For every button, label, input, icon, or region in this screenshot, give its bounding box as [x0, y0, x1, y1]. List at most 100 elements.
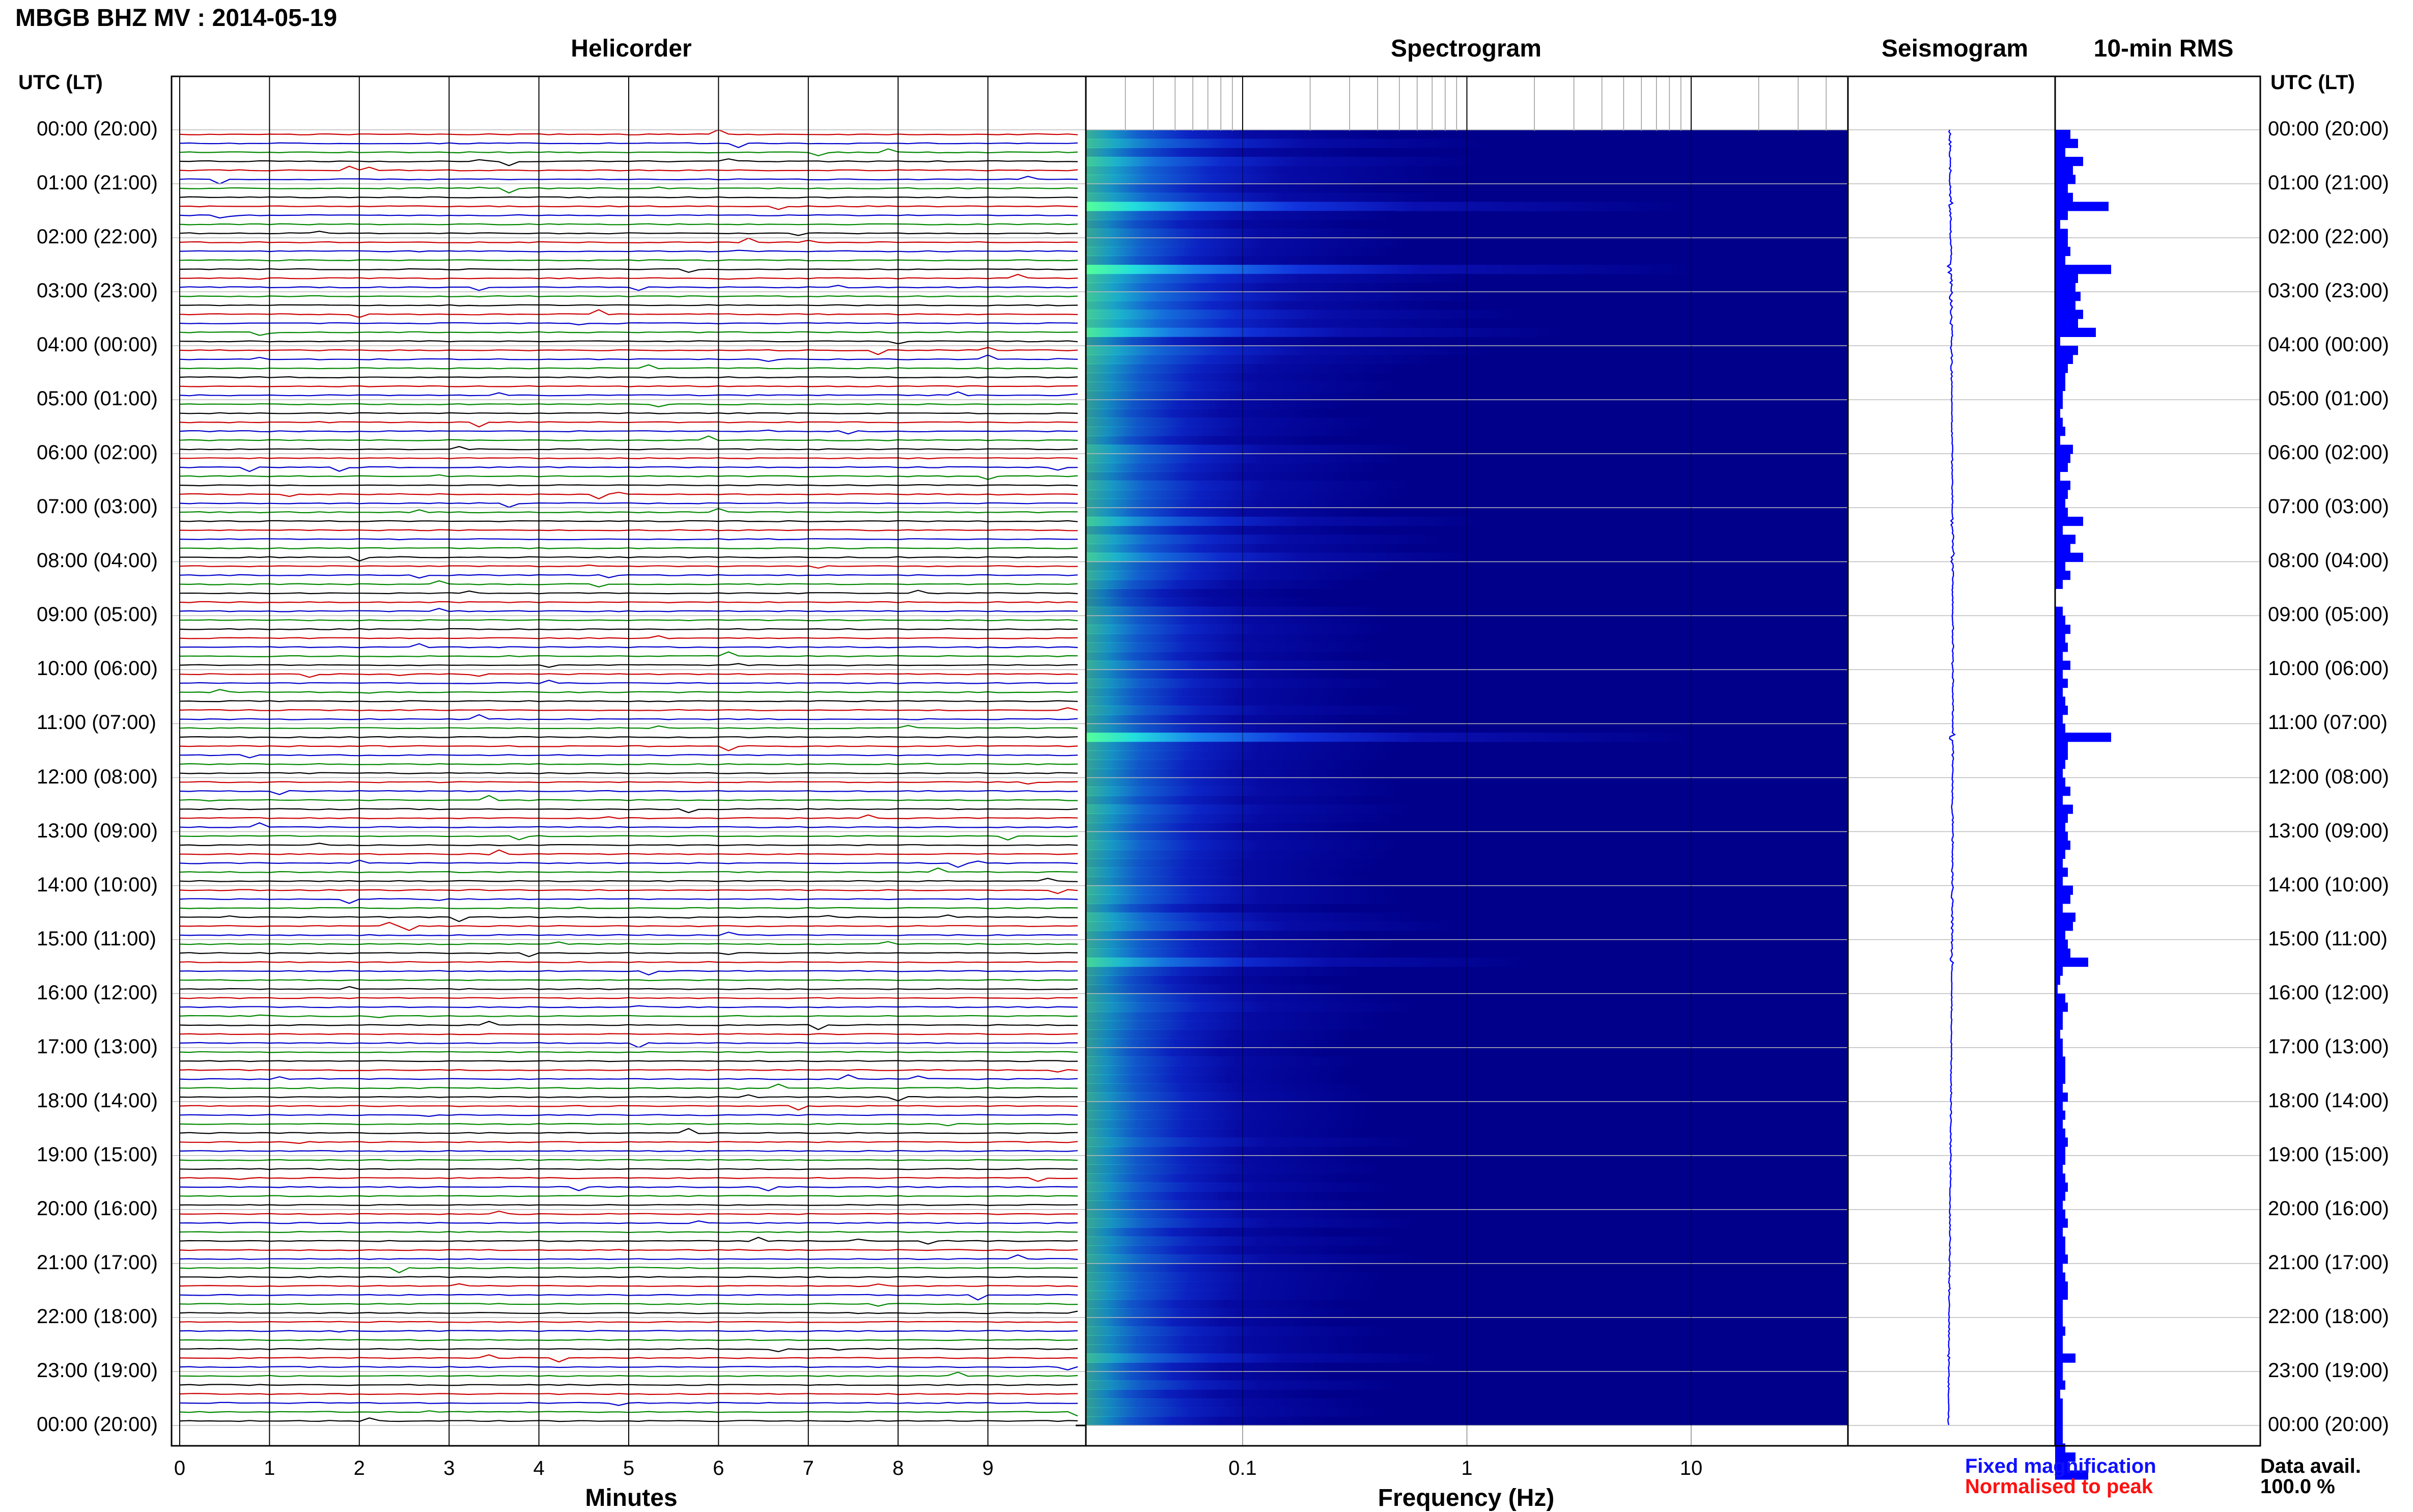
row-label-right: 00:00 (20:00)	[2268, 1413, 2389, 1436]
seismogram-line	[1946, 129, 1956, 1425]
spectrogram-row	[1086, 733, 1693, 742]
spectrogram-row	[1086, 1020, 1384, 1030]
rms-bar	[2055, 1173, 2065, 1183]
frequency-tick-label: 0.1	[1228, 1457, 1257, 1479]
spectrogram-row	[1086, 642, 1380, 652]
utc-label-left: UTC (LT)	[18, 71, 103, 94]
rms-bar	[2055, 165, 2073, 175]
spectrogram-row	[1086, 1137, 1416, 1147]
row-label-left: 05:00 (01:00)	[37, 387, 158, 410]
row-label-right: 15:00 (11:00)	[2268, 927, 2388, 950]
spectrogram-row	[1086, 984, 1350, 994]
spectrogram-row	[1086, 625, 1390, 634]
rms-bar	[2055, 966, 2063, 976]
row-label-right: 20:00 (16:00)	[2268, 1197, 2389, 1220]
spectrogram-row	[1086, 598, 1317, 607]
rms-bar	[2055, 669, 2063, 679]
rms-bar	[2055, 363, 2068, 373]
spectrogram-row	[1086, 1227, 1329, 1237]
rms-bar	[2055, 1281, 2068, 1291]
rms-bar	[2055, 1452, 2075, 1462]
spectrogram-row	[1086, 184, 1383, 193]
rms-bar	[2055, 337, 2060, 346]
row-label-right: 09:00 (05:00)	[2268, 603, 2389, 626]
rms-bar	[2055, 849, 2065, 859]
row-label-left: 12:00 (08:00)	[37, 765, 158, 788]
spectrogram-row	[1086, 1263, 1362, 1273]
spectrogram-row	[1086, 1200, 1384, 1210]
spectrogram-row	[1086, 229, 1401, 238]
row-label-left: 14:00 (10:00)	[37, 873, 158, 896]
rms-bar	[2055, 1254, 2068, 1264]
data-availability-value: 100.0 %	[2260, 1475, 2335, 1498]
rms-bar	[2055, 256, 2065, 265]
rms-bar	[2055, 822, 2065, 832]
spectrogram-row	[1086, 202, 1683, 211]
row-label-right: 11:00 (07:00)	[2268, 711, 2388, 734]
spectrogram-row	[1086, 354, 1439, 365]
spectrogram-row	[1086, 1128, 1360, 1138]
minute-tick-label: 4	[533, 1457, 545, 1479]
rms-bar	[2055, 984, 2058, 994]
rms-bar	[2055, 1443, 2065, 1453]
row-label-left: 10:00 (06:00)	[37, 657, 158, 680]
spectrogram-row	[1086, 1066, 1350, 1075]
seismogram-title: Seismogram	[1881, 35, 2029, 62]
spectrogram-row	[1086, 1407, 1383, 1417]
spectrogram-row	[1086, 462, 1380, 472]
spectrogram-row	[1086, 1093, 1377, 1102]
spectrogram-row	[1086, 696, 1359, 706]
rms-bar	[2055, 390, 2063, 400]
spectrogram-row	[1086, 1155, 1368, 1165]
minute-tick-label: 7	[802, 1457, 814, 1479]
spectrogram-row	[1086, 957, 1527, 967]
row-label-left: 04:00 (00:00)	[37, 333, 158, 356]
row-label-right: 06:00 (02:00)	[2268, 441, 2389, 464]
rms-bar	[2055, 1425, 2063, 1435]
spectrogram-row	[1086, 1119, 1370, 1129]
rms-bar	[2055, 1155, 2065, 1165]
row-label-left: 01:00 (21:00)	[37, 172, 158, 194]
row-label-right: 14:00 (10:00)	[2268, 873, 2389, 896]
spectrogram-row	[1086, 760, 1376, 769]
rms-bar	[2055, 1272, 2065, 1282]
spectrogram-row	[1086, 1056, 1360, 1066]
spectrogram-row	[1086, 615, 1377, 625]
spectrogram-row	[1086, 310, 1522, 319]
rms-bar	[2055, 787, 2070, 796]
rms-bars	[2055, 130, 2111, 1480]
spectrogram-row	[1086, 273, 1473, 284]
rms-bar	[2055, 841, 2070, 850]
rms-bar	[2055, 1083, 2063, 1093]
rms-bar	[2055, 1389, 2060, 1399]
rms-frame	[2054, 75, 2261, 1447]
rms-bar	[2055, 625, 2070, 634]
spectrogram-row	[1086, 669, 1349, 679]
rms-bar	[2055, 1470, 2088, 1480]
rms-bar	[2055, 471, 2060, 481]
rms-bar	[2055, 1164, 2063, 1174]
rms-bar	[2055, 1039, 2063, 1048]
rms-bar	[2055, 481, 2070, 490]
spectrogram-row	[1086, 417, 1379, 427]
spectrogram-row	[1086, 408, 1331, 418]
row-label-left: 07:00 (03:00)	[37, 495, 158, 518]
spectrogram-row	[1086, 219, 1353, 230]
rms-bar	[2055, 885, 2073, 895]
rms-bar	[2055, 516, 2083, 526]
rms-bar	[2055, 1416, 2063, 1426]
rms-bar	[2055, 184, 2068, 193]
rms-bar	[2055, 175, 2075, 184]
spectrogram-row	[1086, 1039, 1345, 1048]
spectrogram-row	[1086, 787, 1404, 796]
row-label-right: 05:00 (01:00)	[2268, 387, 2389, 410]
rms-bar	[2055, 138, 2078, 148]
row-label-right: 02:00 (22:00)	[2268, 226, 2389, 248]
rms-bar	[2055, 1191, 2065, 1201]
data-availability-label: Data avail.	[2260, 1455, 2361, 1477]
rms-bar	[2055, 1398, 2063, 1408]
rms-bar	[2055, 1137, 2068, 1147]
row-label-left: 20:00 (16:00)	[37, 1197, 158, 1220]
spectrogram-row	[1086, 265, 1697, 274]
row-label-right: 01:00 (21:00)	[2268, 172, 2389, 194]
